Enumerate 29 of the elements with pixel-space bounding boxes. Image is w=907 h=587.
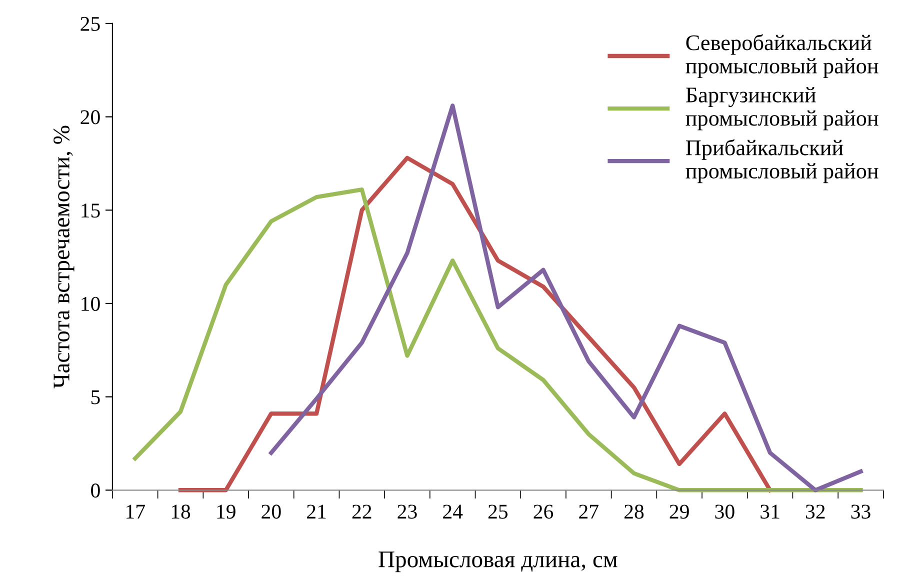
- x-tick-label: 26: [534, 504, 554, 519]
- x-tick-label: 25: [488, 504, 508, 519]
- x-tick-label: 17: [126, 504, 145, 518]
- x-axis-title: Промысловая длина, см: [378, 552, 618, 572]
- legend-label: Северобайкальский промысловый район: [686, 34, 878, 78]
- x-tick-label: 19: [217, 504, 236, 519]
- legend-label: Баргузинский промысловый район: [686, 87, 878, 130]
- x-tick-label: 33: [851, 504, 870, 519]
- x-tick-label: 20: [262, 504, 281, 519]
- x-tick-label: 18: [172, 504, 190, 519]
- x-tick-label: 21: [307, 504, 326, 518]
- x-tick-label: 27: [579, 504, 598, 518]
- x-tick-label: 23: [398, 504, 417, 519]
- x-tick-label: 31: [760, 504, 780, 519]
- x-tick-label: 30: [715, 504, 734, 519]
- y-tick-label: 20: [80, 110, 100, 124]
- line-series: [133, 188, 863, 492]
- y-tick-label: 10: [82, 296, 100, 311]
- y-tick-label: 5: [91, 390, 100, 404]
- y-axis-title: Частота встречаемости, %: [54, 126, 74, 388]
- x-tick-label: 24: [443, 504, 463, 518]
- x-tick-label: 28: [624, 504, 644, 519]
- x-tick-label: 32: [806, 504, 825, 519]
- y-tick-label: 0: [91, 484, 100, 498]
- x-tick-label: 22: [352, 504, 372, 518]
- x-tick-label: 29: [670, 504, 689, 519]
- y-tick-label: 25: [80, 16, 100, 31]
- y-tick-label: 15: [82, 204, 100, 218]
- legend-label: Прибайкальский промысловый район: [686, 139, 878, 184]
